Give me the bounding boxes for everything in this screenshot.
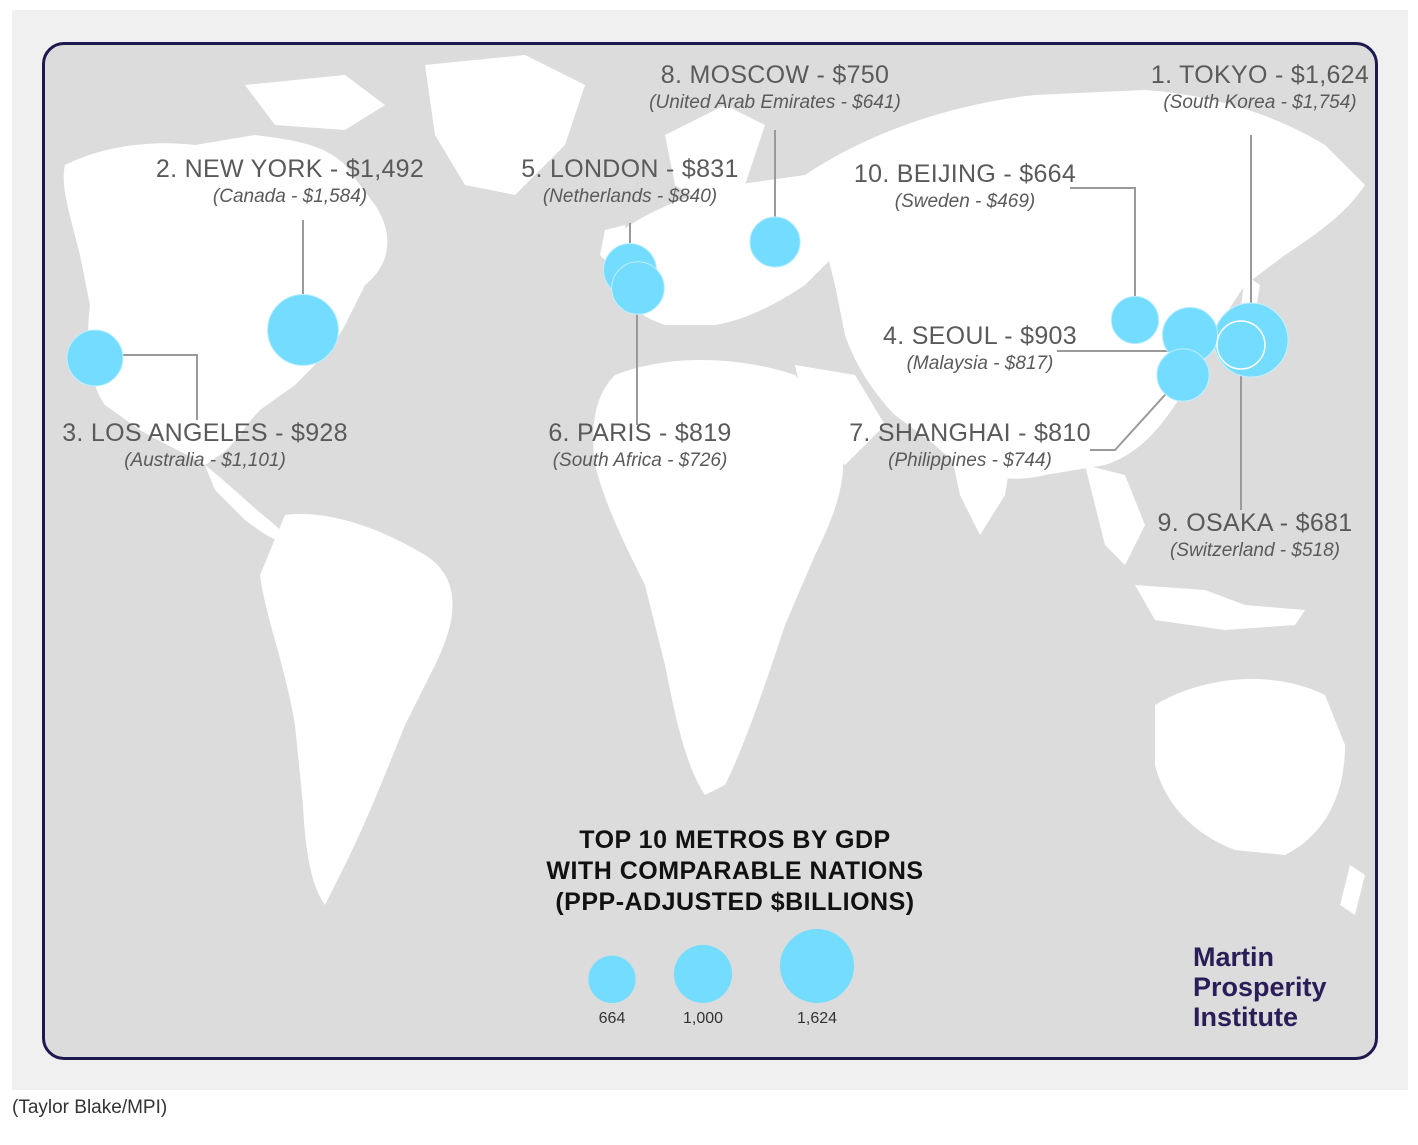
legend-label-1000: 1,000 — [682, 1010, 724, 1027]
comparable-nation: (South Korea - $1,754) — [1163, 92, 1357, 113]
image-caption: (Taylor Blake/MPI) — [12, 1097, 168, 1118]
legend-label-1624: 1,624 — [796, 1010, 838, 1027]
comparable-nation: (Canada - $1,584) — [212, 186, 368, 207]
indonesia-land — [1135, 585, 1305, 630]
label-new-york: 2. NEW YORK - $1,492 (Canada - $1,584) — [140, 154, 440, 210]
southeast-asia-land — [1085, 465, 1145, 565]
comparable-nation: (South Africa - $726) — [552, 450, 728, 471]
comparable-nation: (Netherlands - $840) — [542, 186, 718, 207]
brand-line-3: Institute — [1193, 1002, 1298, 1032]
metro-name: 10. BEIJING - $664 — [853, 160, 1077, 188]
label-osaka: 9. OSAKA - $681 (Switzerland - $518) — [1130, 508, 1375, 564]
comparable-nation: (Switzerland - $518) — [1169, 540, 1341, 561]
metro-name: 1. TOKYO - $1,624 — [1150, 61, 1370, 89]
metro-name: 4. SEOUL - $903 — [883, 322, 1077, 350]
world-map — [63, 55, 1365, 1003]
australia-land — [1155, 678, 1345, 855]
bubble-shanghai — [1156, 348, 1210, 402]
label-beijing: 10. BEIJING - $664 (Sweden - $469) — [845, 159, 1085, 215]
legend-bubble-664 — [588, 955, 636, 1003]
label-shanghai: 7. SHANGHAI - $810 (Philippines - $744) — [835, 418, 1105, 474]
label-tokyo: 1. TOKYO - $1,624 (South Korea - $1,754) — [1130, 60, 1375, 116]
title-line-2: WITH COMPARABLE NATIONS — [546, 857, 924, 885]
arabia-land — [795, 365, 885, 465]
legend-bubble-1624 — [780, 929, 854, 1003]
label-seoul: 4. SEOUL - $903 (Malaysia - $817) — [860, 321, 1100, 377]
comparable-nation: (Philippines - $744) — [888, 450, 1052, 471]
central-america-land — [205, 465, 290, 542]
metro-name: 8. MOSCOW - $750 — [660, 61, 890, 89]
legend-bubble-1000 — [673, 944, 733, 1003]
metro-bubbles — [66, 216, 1289, 402]
label-paris: 6. PARIS - $819 (South Africa - $726) — [515, 418, 765, 474]
asia-land — [805, 90, 1365, 479]
brand-logo: Martin Prosperity Institute — [1193, 942, 1327, 1032]
comparable-nation: (United Arab Emirates - $641) — [649, 92, 901, 113]
india-land — [945, 425, 1015, 535]
brand-line-1: Martin — [1193, 942, 1274, 972]
metro-name: 5. LONDON - $831 — [521, 155, 739, 183]
new-zealand-land — [1340, 865, 1365, 915]
north-america-land — [63, 135, 388, 465]
arctic-islands-land — [245, 75, 385, 130]
metro-name: 6. PARIS - $819 — [548, 419, 732, 447]
map-title: TOP 10 METROS BY GDP WITH COMPARABLE NAT… — [475, 825, 995, 918]
metro-name: 3. LOS ANGELES - $928 — [62, 419, 348, 447]
leader-shanghai — [1090, 374, 1184, 451]
leader-beijing — [1070, 187, 1136, 320]
legend-label-664: 664 — [598, 1010, 626, 1027]
title-line-3: (PPP-ADJUSTED $BILLIONS) — [555, 888, 915, 916]
comparable-nation: (Australia - $1,101) — [124, 450, 286, 471]
bubble-los-angeles — [66, 329, 124, 387]
legend-bubbles — [588, 929, 854, 1003]
label-london: 5. LONDON - $831 (Netherlands - $840) — [500, 154, 760, 210]
africa-land — [593, 360, 844, 795]
metro-name: 9. OSAKA - $681 — [1157, 509, 1353, 537]
south-america-land — [260, 514, 453, 905]
comparable-nation: (Sweden - $469) — [894, 191, 1036, 212]
bubble-osaka — [1216, 320, 1266, 370]
metro-name: 7. SHANGHAI - $810 — [849, 419, 1091, 447]
label-los-angeles: 3. LOS ANGELES - $928 (Australia - $1,10… — [55, 418, 355, 474]
map-frame: 1. TOKYO - $1,624 (South Korea - $1,754)… — [42, 42, 1378, 1060]
bubble-beijing — [1110, 295, 1160, 345]
title-line-1: TOP 10 METROS BY GDP — [579, 826, 891, 854]
leader-los-angeles — [95, 354, 198, 420]
greenland-land — [425, 55, 585, 195]
bubble-moscow — [749, 216, 801, 268]
bubble-paris — [611, 261, 665, 315]
scandinavia-land — [665, 105, 765, 205]
comparable-nation: (Malaysia - $817) — [906, 353, 1054, 374]
metro-name: 2. NEW YORK - $1,492 — [155, 155, 425, 183]
brand-line-2: Prosperity — [1193, 972, 1327, 1002]
label-moscow: 8. MOSCOW - $750 (United Arab Emirates -… — [620, 60, 930, 116]
bubble-new-york — [267, 294, 339, 366]
